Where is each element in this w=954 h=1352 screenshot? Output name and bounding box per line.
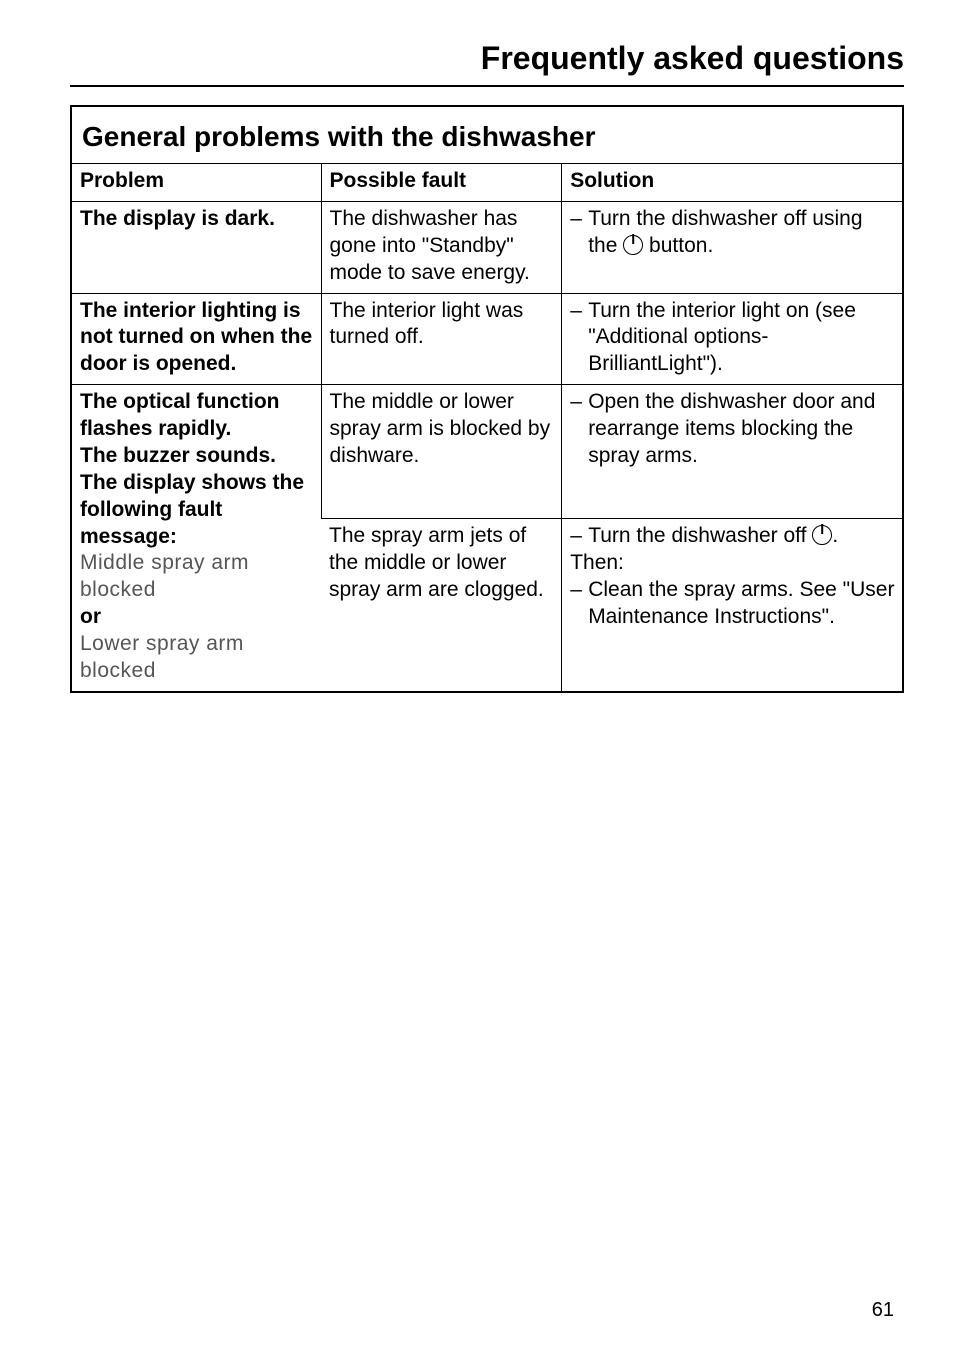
power-icon [623, 235, 643, 255]
title-rule [70, 85, 904, 87]
list-dash: – [570, 389, 588, 470]
solution-text-post: . [832, 524, 838, 547]
col-solution: Solution [562, 164, 902, 202]
lcd-message: Middle spray arm blocked [80, 551, 249, 601]
fault-cell: The dishwasher has gone into "Standby" m… [321, 201, 562, 293]
page-title: Frequently asked questions [70, 40, 904, 77]
solution-text: Clean the spray arms. See "User Maintena… [588, 577, 896, 631]
problem-display-lead: The display shows the following fault me… [80, 471, 304, 548]
solution-text-post: button. [643, 234, 713, 257]
fault-cell: The spray arm jets of the middle or lowe… [321, 518, 562, 690]
page: Frequently asked questions General probl… [0, 0, 954, 1352]
solution-cell: – Open the dishwasher door and rearrange… [562, 385, 902, 519]
solution-text: Turn the interior light on (see "Additio… [588, 298, 896, 379]
col-fault: Possible fault [321, 164, 562, 202]
table-row: The interior lighting is not turned on w… [72, 293, 902, 385]
solution-then: Then: [570, 550, 896, 577]
solution-text: Turn the dishwasher off . [588, 523, 896, 550]
section-title: General problems with the dishwasher [82, 121, 902, 153]
solution-cell: – Turn the dishwasher off using the butt… [562, 201, 902, 293]
power-icon [812, 525, 832, 545]
solution-text: Turn the dishwasher off using the button… [588, 206, 896, 260]
solution-cell: – Turn the interior light on (see "Addit… [562, 293, 902, 385]
list-dash: – [570, 206, 588, 260]
solution-text: Open the dishwasher door and rearrange i… [588, 389, 896, 470]
faq-table: Problem Possible fault Solution The disp… [72, 163, 902, 691]
table-header-row: Problem Possible fault Solution [72, 164, 902, 202]
table-row: The display is dark. The dishwasher has … [72, 201, 902, 293]
main-box: General problems with the dishwasher Pro… [70, 105, 904, 693]
list-dash: – [570, 577, 588, 631]
fault-cell: The middle or lower spray arm is blocked… [321, 385, 562, 519]
problem-intro: The optical function flashes rapidly.The… [80, 390, 280, 467]
col-problem: Problem [72, 164, 321, 202]
problem-cell: The interior lighting is not turned on w… [72, 293, 321, 385]
list-dash: – [570, 523, 588, 550]
problem-cell: The optical function flashes rapidly.The… [72, 385, 321, 691]
page-number: 61 [872, 1299, 894, 1322]
solution-cell: – Turn the dishwasher off . Then: – Clea… [562, 518, 902, 690]
lcd-message: Lower spray arm blocked [80, 632, 244, 682]
problem-cell: The display is dark. [72, 201, 321, 293]
table-row: The optical function flashes rapidly.The… [72, 385, 902, 519]
solution-text-pre: Turn the dishwasher off [588, 524, 812, 547]
problem-or: or [80, 605, 101, 628]
list-dash: – [570, 298, 588, 379]
fault-cell: The interior light was turned off. [321, 293, 562, 385]
